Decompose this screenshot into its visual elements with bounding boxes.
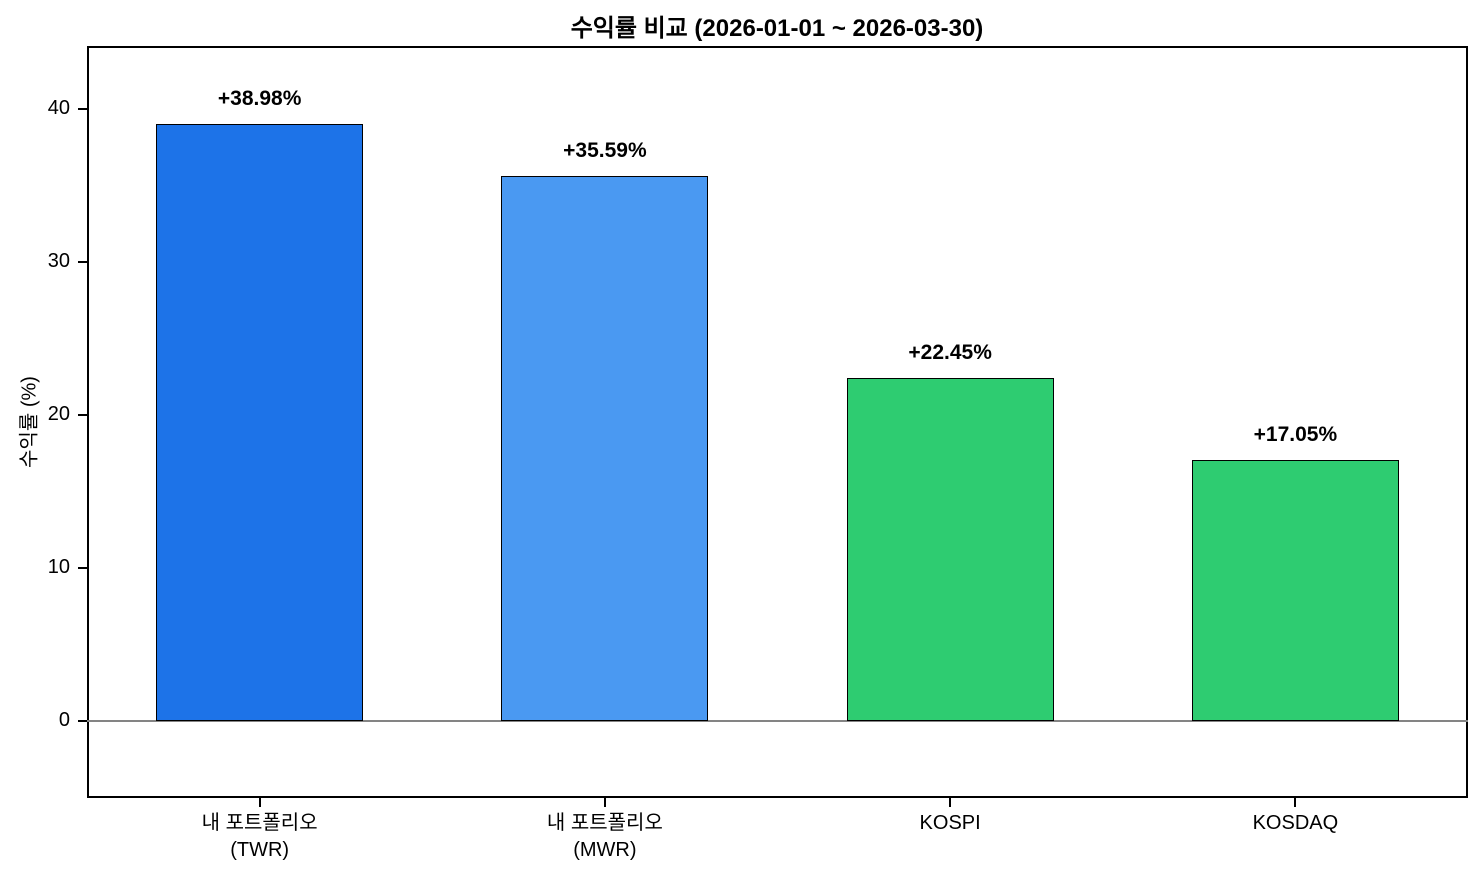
bar — [846, 377, 1054, 722]
x-tick — [949, 798, 952, 807]
bar — [156, 124, 364, 722]
y-tick — [78, 720, 87, 723]
chart-title: 수익률 비교 (2026-01-01 ~ 2026-03-30) — [570, 15, 984, 42]
bar — [1191, 460, 1399, 722]
plot-area — [87, 46, 1468, 798]
y-tick-label: 20 — [47, 403, 70, 426]
bar — [501, 176, 709, 722]
x-tick — [1294, 798, 1297, 807]
bar-value-label: +17.05% — [1253, 423, 1338, 447]
y-tick — [78, 260, 87, 263]
x-tick-label: 내 포트폴리오 (TWR) — [201, 812, 318, 861]
zero-gridline — [87, 720, 1468, 723]
bar-value-label: +38.98% — [217, 87, 302, 111]
bar-value-label: +22.45% — [908, 340, 992, 364]
y-tick — [78, 567, 87, 570]
y-tick-label: 40 — [47, 96, 70, 119]
y-tick — [78, 414, 87, 417]
x-tick-label: KOSPI — [919, 812, 981, 834]
x-tick — [258, 798, 261, 807]
y-tick-label: 30 — [47, 249, 70, 272]
x-tick-label: 내 포트폴리오 (MWR) — [546, 812, 663, 861]
y-tick — [78, 107, 87, 110]
y-tick-label: 0 — [58, 709, 70, 732]
y-tick-label: 10 — [47, 556, 70, 579]
x-tick — [603, 798, 606, 807]
x-tick-label: KOSDAQ — [1252, 812, 1339, 834]
bar-value-label: +35.59% — [563, 139, 647, 163]
